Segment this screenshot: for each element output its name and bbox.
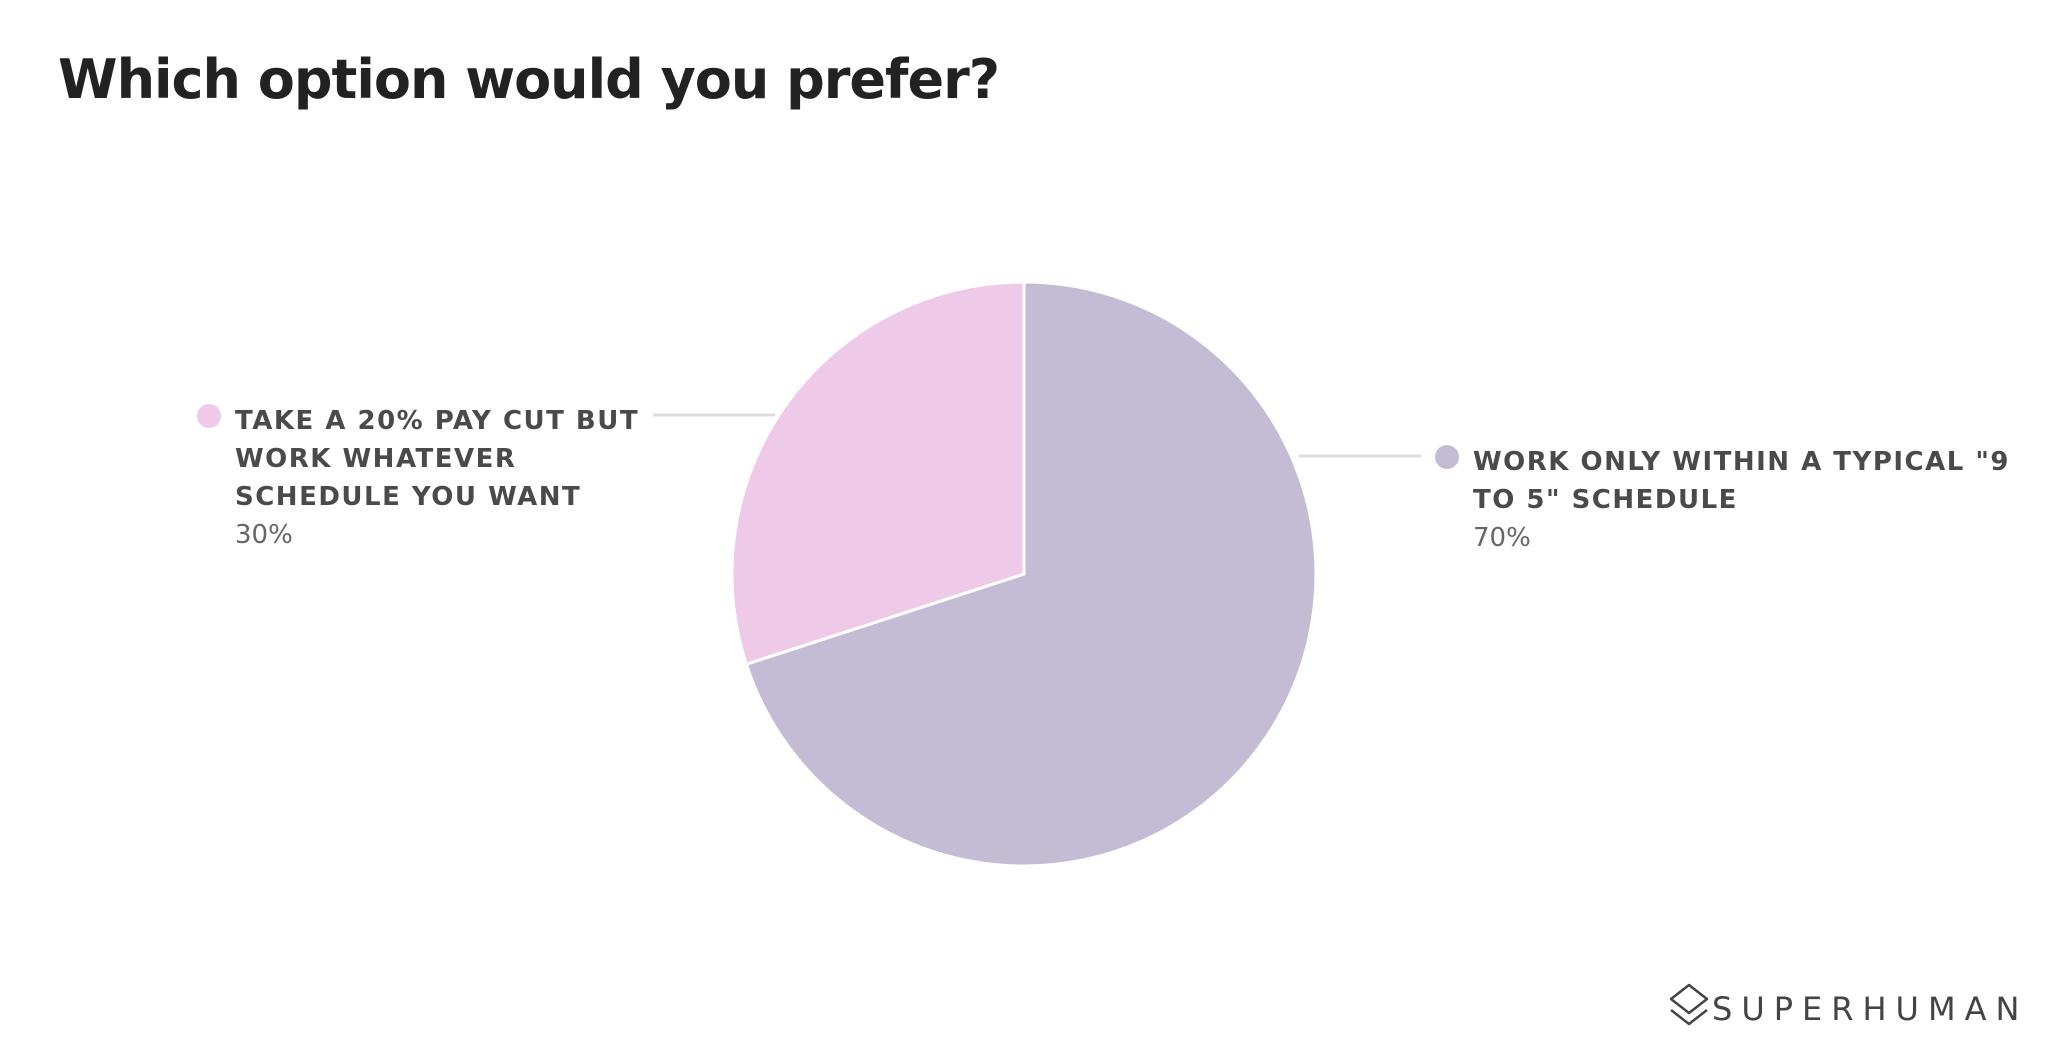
value-label: 30%	[235, 520, 293, 550]
category-label: WORK ONLY WITHIN A TYPICAL "9 TO 5" SCHE…	[1473, 447, 2011, 515]
legend-dot	[197, 404, 221, 428]
legend-dot	[1435, 445, 1459, 469]
brand-logo	[1669, 983, 1709, 1026]
pie-slice	[730, 280, 1026, 667]
brand: SUPERHUMAN	[1712, 990, 2029, 1028]
slice-label: TAKE A 20% PAY CUT BUT WORK WHATEVER SCH…	[235, 402, 655, 550]
category-label: TAKE A 20% PAY CUT BUT WORK WHATEVER SCH…	[235, 406, 640, 512]
pie-slice	[744, 280, 1318, 868]
slice-label: WORK ONLY WITHIN A TYPICAL "9 TO 5" SCHE…	[1473, 443, 2033, 553]
chart-title: Which option would you prefer?	[58, 48, 1000, 111]
value-label: 70%	[1473, 523, 1531, 553]
